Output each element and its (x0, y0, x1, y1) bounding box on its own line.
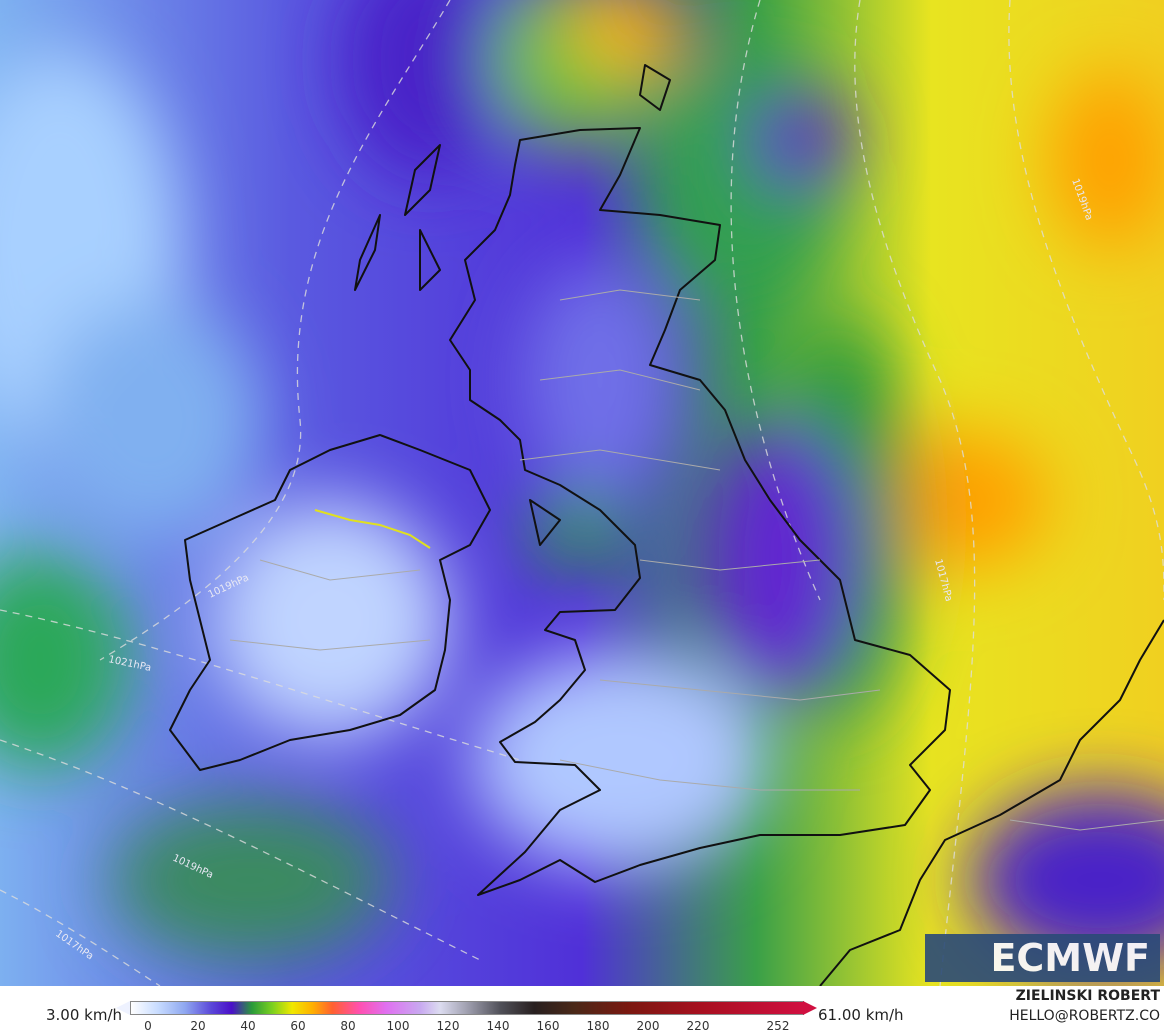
continent (819, 619, 1164, 986)
colorbar-tick-label: 252 (766, 1019, 790, 1033)
min-label: 3.00 km/h (46, 1006, 123, 1024)
isobars (0, 0, 1164, 986)
colorbar-tick-label: 0 (144, 1019, 152, 1033)
credit-contact: HELLO@ROBERTZ.CO (1009, 1008, 1160, 1024)
islands (354, 64, 671, 546)
wind-field (0, 0, 1164, 970)
colorbar-tick-label: 20 (190, 1019, 206, 1033)
regional-borders (229, 289, 1164, 831)
ireland (169, 434, 491, 771)
colorbar-tick-label: 220 (686, 1019, 710, 1033)
coastlines (169, 64, 1164, 986)
max-label: 61.00 km/h (818, 1006, 904, 1024)
border-line (314, 509, 431, 549)
colorbar-tick-label: 80 (340, 1019, 356, 1033)
colorbar-max-arrow (803, 1001, 817, 1015)
colorbar-tick-label: 200 (636, 1019, 660, 1033)
map: 1021hPa 1019hPa 1017hPa 1019hPa 1017hPa … (0, 0, 1164, 986)
colorbar-tick-label: 100 (386, 1019, 410, 1033)
colorbar-tick-label: 140 (486, 1019, 510, 1033)
credit-name: ZIELINSKI ROBERT (1015, 988, 1160, 1004)
colorbar-tick-label: 180 (586, 1019, 610, 1033)
logo: ECMWF (925, 934, 1160, 982)
colorbar-tick-label: 120 (436, 1019, 460, 1033)
colorbar-tick-label: 40 (240, 1019, 256, 1033)
colorbar-tick-label: 160 (536, 1019, 560, 1033)
colorbar-min-arrow (116, 1001, 130, 1015)
great-britain (449, 127, 951, 896)
colorbar (130, 1001, 804, 1015)
colorbar-tick-label: 60 (290, 1019, 306, 1033)
